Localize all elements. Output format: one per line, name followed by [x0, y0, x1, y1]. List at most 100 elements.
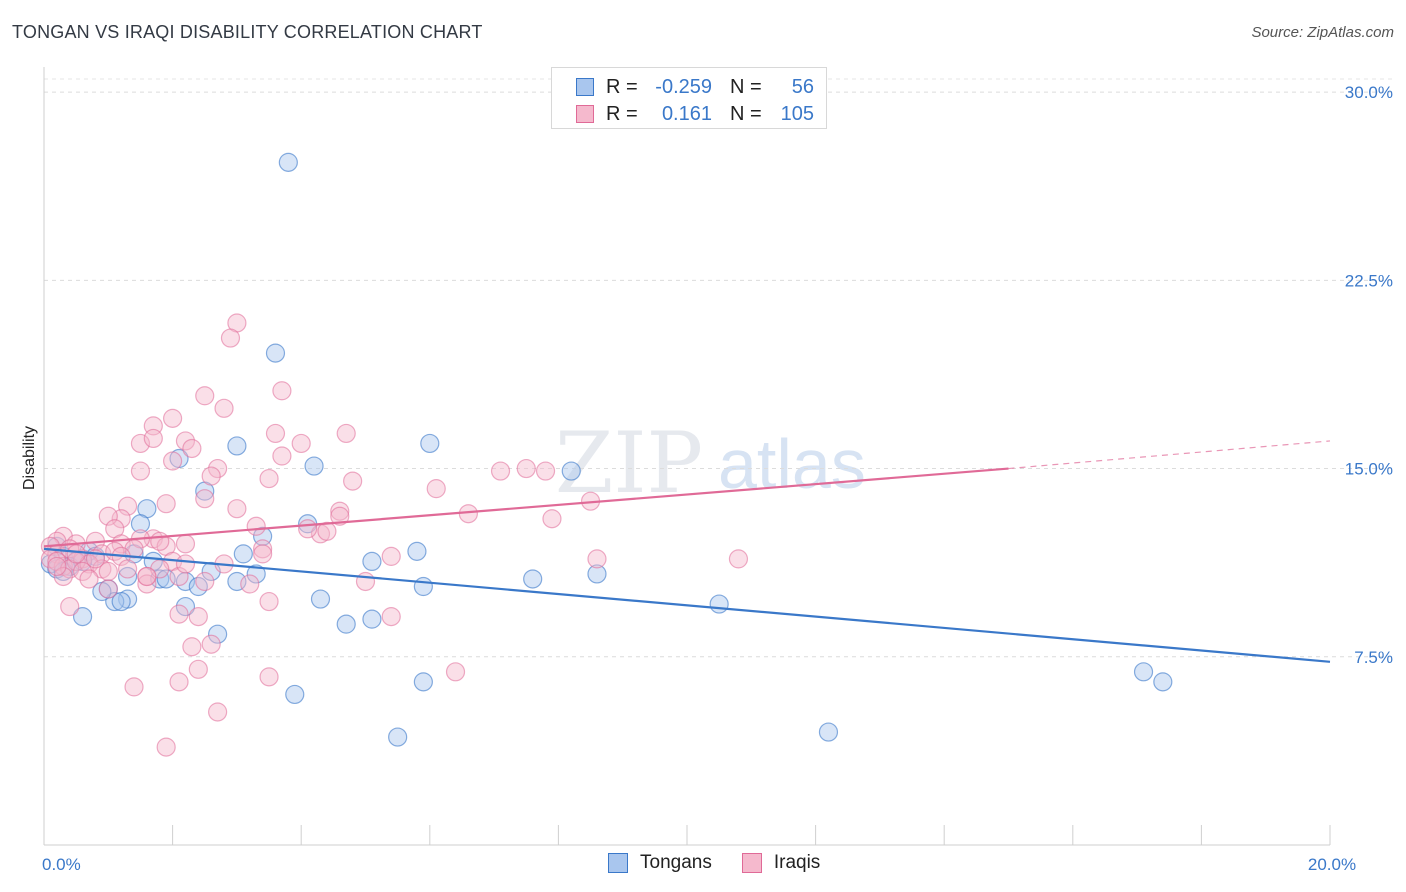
point-tongans — [561, 461, 581, 481]
point-iraqis — [130, 433, 151, 454]
point-iraqis — [240, 574, 260, 594]
point-tongans — [362, 551, 382, 572]
point-iraqis — [542, 509, 562, 529]
point-iraqis — [426, 479, 446, 499]
point-iraqis — [330, 506, 350, 526]
point-iraqis — [137, 574, 157, 594]
legend-label-iraqis: Iraqis — [773, 852, 821, 873]
point-iraqis — [182, 438, 202, 459]
point-iraqis — [227, 499, 247, 519]
point-iraqis — [175, 534, 196, 554]
point-iraqis — [117, 559, 138, 579]
point-iraqis — [201, 634, 221, 654]
point-iraqis — [259, 667, 279, 687]
point-iraqis — [208, 458, 228, 479]
point-iraqis — [587, 549, 607, 569]
point-iraqis — [60, 596, 80, 617]
point-tongans — [130, 514, 151, 534]
y-axis-label: Disability — [21, 426, 38, 490]
point-iraqis — [169, 604, 189, 624]
point-tongans — [310, 589, 331, 609]
point-iraqis — [98, 561, 118, 582]
point-iraqis — [259, 468, 279, 489]
legend-row-tongans: R = -0.259 N = 56 — [576, 74, 814, 100]
legend-r-label: R = — [606, 75, 638, 98]
point-iraqis — [355, 571, 376, 592]
y-tick-label: 15.0% — [1345, 460, 1393, 479]
point-iraqis — [298, 519, 318, 539]
point-tongans — [117, 566, 138, 587]
point-iraqis — [265, 423, 286, 444]
point-iraqis — [317, 521, 337, 541]
point-tongans — [208, 624, 228, 644]
point-tongans — [105, 591, 125, 612]
point-iraqis — [195, 386, 215, 406]
trend-lines — [43, 440, 1331, 663]
trend-line-iraqis — [43, 467, 1009, 548]
watermark: ZIP atlas — [555, 414, 866, 512]
point-iraqis — [201, 466, 221, 486]
point-tongans — [523, 569, 543, 589]
point-tongans — [304, 456, 324, 476]
x-tick-label: 20.0% — [1308, 855, 1356, 874]
trend-line-tongans — [43, 547, 1331, 663]
point-tongans — [413, 672, 433, 692]
point-iraqis — [188, 607, 208, 627]
gridlines — [44, 78, 1392, 658]
point-iraqis — [728, 549, 749, 569]
legend-swatch-tongans — [608, 853, 628, 873]
point-iraqis — [259, 591, 279, 612]
point-iraqis — [381, 607, 401, 627]
point-iraqis — [291, 433, 311, 454]
legend-r-label: R = — [606, 102, 638, 125]
point-tongans — [407, 541, 427, 561]
point-iraqis — [336, 423, 356, 444]
point-tongans — [362, 609, 382, 629]
watermark-atlas: atlas — [718, 425, 866, 503]
y-tick-label: 7.5% — [1354, 648, 1393, 667]
point-iraqis — [163, 408, 183, 428]
point-iraqis — [246, 516, 266, 536]
point-tongans — [233, 544, 253, 564]
legend-swatch-tongans — [576, 78, 594, 96]
legend-item-tongans[interactable]: Tongans — [608, 852, 712, 874]
point-iraqis — [150, 531, 170, 551]
point-tongans — [227, 436, 247, 456]
series-iraqis — [40, 313, 749, 757]
point-iraqis — [53, 566, 73, 587]
point-iraqis — [79, 569, 99, 589]
correlation-legend: R = -0.259 N = 56 R = 0.161 N = 105 — [551, 67, 827, 129]
point-iraqis — [272, 446, 292, 466]
point-tongans — [587, 564, 607, 584]
point-iraqis — [98, 506, 118, 526]
point-tongans — [111, 591, 131, 612]
point-tongans — [413, 576, 433, 597]
legend-label-tongans: Tongans — [640, 852, 712, 873]
point-iraqis — [79, 554, 99, 574]
axes — [43, 67, 1331, 846]
point-tongans — [818, 722, 839, 742]
point-tongans — [709, 594, 729, 614]
point-tongans — [265, 343, 286, 363]
point-tongans — [388, 727, 408, 747]
point-iraqis — [143, 428, 163, 449]
series-legend: Tongans Iraqis — [608, 852, 850, 874]
point-iraqis — [156, 737, 176, 757]
point-iraqis — [137, 566, 157, 587]
point-iraqis — [381, 546, 401, 566]
point-iraqis — [272, 381, 292, 401]
point-iraqis — [130, 461, 151, 481]
point-iraqis — [117, 496, 138, 516]
point-iraqis — [72, 561, 93, 582]
legend-n-label: N = — [730, 75, 762, 98]
point-iraqis — [535, 461, 556, 481]
chart-title: TONGAN VS IRAQI DISABILITY CORRELATION C… — [12, 22, 483, 42]
watermark-zip: ZIP — [555, 414, 703, 512]
point-iraqis — [214, 398, 234, 418]
point-iraqis — [175, 431, 196, 451]
legend-r-value: -0.259 — [655, 75, 712, 98]
legend-item-iraqis[interactable]: Iraqis — [741, 852, 821, 874]
point-tongans — [336, 614, 356, 634]
legend-r-value: 0.161 — [661, 102, 712, 125]
point-iraqis — [516, 458, 536, 479]
